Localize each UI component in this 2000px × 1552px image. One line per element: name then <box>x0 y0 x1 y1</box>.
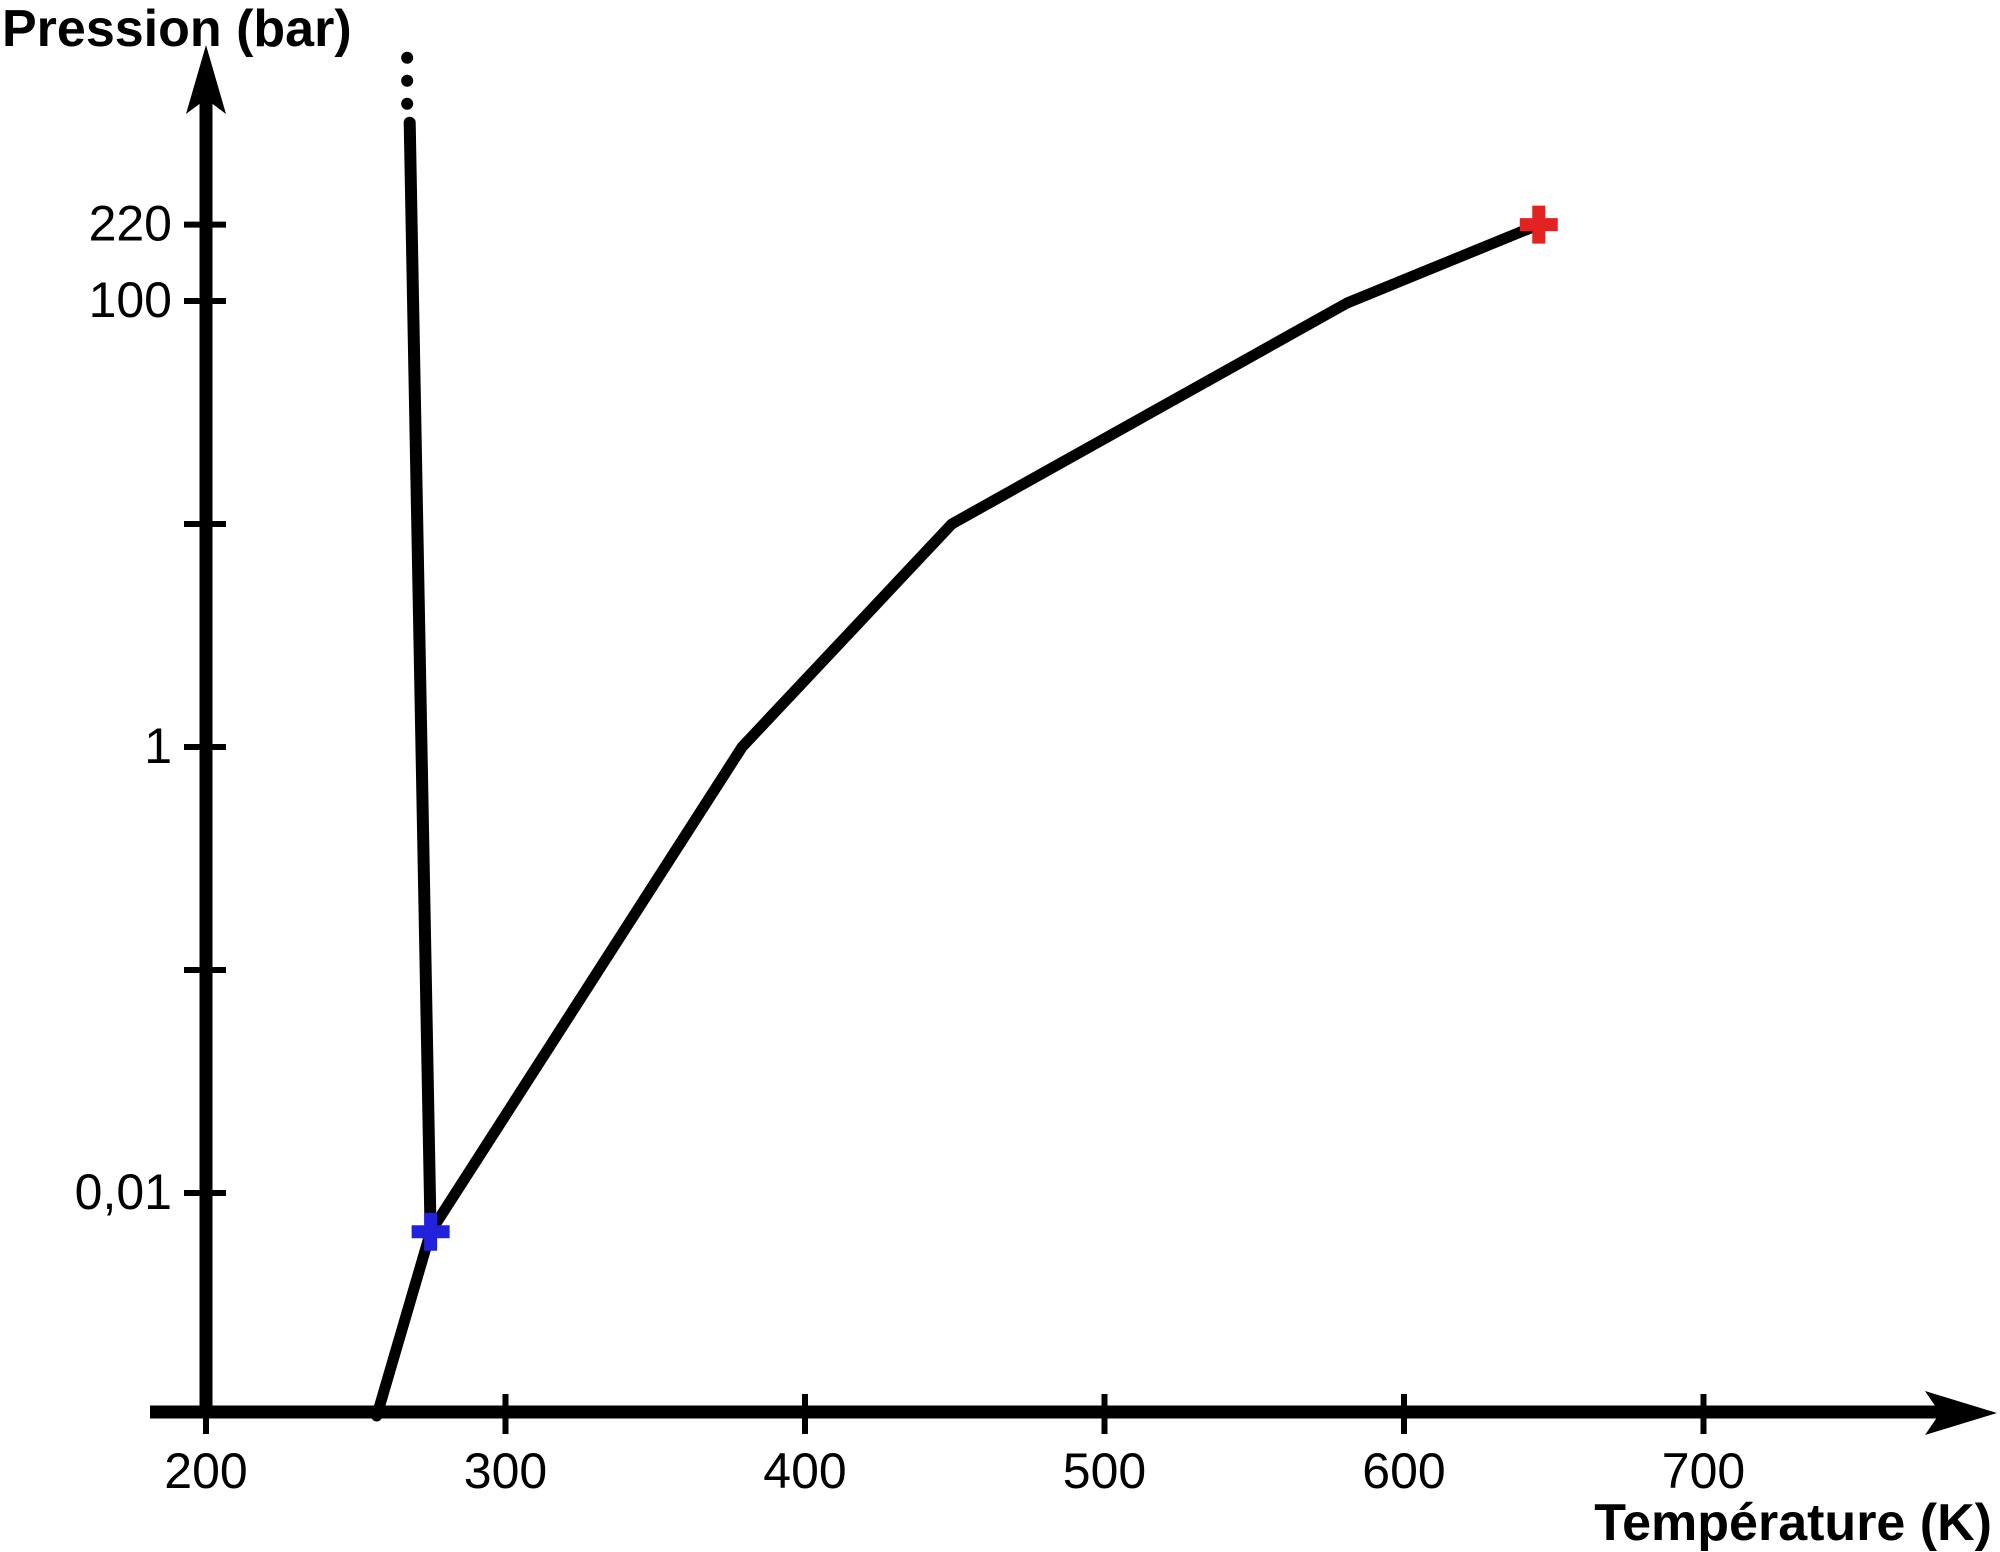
x-tick-label-500: 500 <box>1063 1443 1146 1499</box>
critical-point-marker <box>1519 205 1558 244</box>
x-tick-label-200: 200 <box>164 1443 247 1499</box>
markers-layer <box>411 205 1558 1251</box>
x-ticks: 200 300 400 500 600 700 <box>164 1394 1745 1499</box>
x-tick-label-400: 400 <box>763 1443 846 1499</box>
continuation-dot <box>401 74 414 87</box>
x-axis-arrowhead-icon <box>1925 1391 1997 1435</box>
x-tick-label-600: 600 <box>1362 1443 1445 1499</box>
y-axis-title: Pression (bar) <box>2 0 352 58</box>
y-ticks: 220 100 1 0,01 <box>75 196 226 1220</box>
y-axis-arrowhead-icon <box>186 45 226 114</box>
y-tick-label-220: 220 <box>89 196 172 252</box>
fusion-curve <box>403 116 437 1238</box>
triple-point-marker <box>411 1212 450 1251</box>
y-tick-label-100: 100 <box>89 272 172 328</box>
continuation-dot <box>401 51 414 64</box>
curves-layer <box>371 51 1545 1422</box>
y-tick-label-0.01: 0,01 <box>75 1164 172 1220</box>
x-tick-label-700: 700 <box>1662 1443 1745 1499</box>
fusion-curve-continuation-dots <box>401 51 414 110</box>
axes-layer: 220 100 1 0,01 200 300 400 500 600 700 <box>75 45 1997 1499</box>
y-tick-label-1: 1 <box>144 718 172 774</box>
x-tick-label-300: 300 <box>464 1443 547 1499</box>
x-axis-title: Température (K) <box>1594 1494 1992 1552</box>
continuation-dot <box>401 97 414 110</box>
vaporization-curve <box>425 219 1545 1238</box>
sublimation-curve <box>371 1226 437 1422</box>
